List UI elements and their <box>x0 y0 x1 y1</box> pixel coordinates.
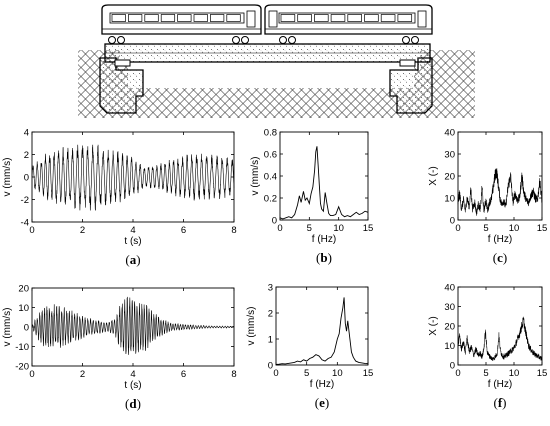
plot-frame-e <box>275 286 369 366</box>
y-tick-label-f: 0 <box>450 360 455 371</box>
x-axis-label-e: f (Hz) <box>310 379 334 390</box>
chart-panel-e: 0 5 10 15 0 1 2 3 f (Hz) v (mm/s) (e) <box>246 282 373 410</box>
y-tick-label-c: 0 <box>450 215 455 226</box>
y-tick-label-d: -20 <box>15 361 29 372</box>
chart-panel-c: 0 5 10 15 0 10 20 30 40 f (Hz) X (-) (c) <box>428 127 547 265</box>
panel-label-d: (d) <box>125 396 141 411</box>
y-tick-label-e: 3 <box>268 282 273 293</box>
y-tick-label-b: 0.8 <box>264 127 277 138</box>
panel-label-f: (f) <box>493 395 506 410</box>
series-line-a <box>31 144 235 211</box>
y-tick-label-a: 4 <box>24 127 29 138</box>
x-tick-label-b: 10 <box>333 223 344 234</box>
x-tick-label-a: 2 <box>80 225 85 236</box>
train-car-left <box>101 4 262 44</box>
x-tick-label-d: 0 <box>29 369 34 380</box>
x-tick-label-d: 8 <box>231 369 236 380</box>
x-tick-label-f: 15 <box>537 368 548 379</box>
x-tick-label-c: 0 <box>455 223 460 234</box>
train-car-right <box>264 4 433 44</box>
panel-label-c: (c) <box>493 250 507 265</box>
x-tick-label-e: 10 <box>332 368 343 379</box>
y-tick-label-c: 10 <box>444 193 455 204</box>
x-tick-label-f: 10 <box>509 368 520 379</box>
soil-bottom <box>128 88 414 118</box>
panel-label-b: (b) <box>316 250 332 265</box>
x-tick-label-e: 0 <box>273 368 278 379</box>
series-line-d <box>31 296 235 355</box>
y-tick-label-e: 1 <box>268 334 273 345</box>
y-tick-label-c: 20 <box>444 171 455 182</box>
y-tick-label-a: -2 <box>21 195 29 206</box>
x-axis-label-c: f (Hz) <box>488 234 512 245</box>
y-tick-label-a: 2 <box>24 150 29 161</box>
x-tick-label-f: 0 <box>455 368 460 379</box>
y-tick-label-a: 0 <box>24 172 29 183</box>
y-tick-label-e: 2 <box>268 308 273 319</box>
y-tick-label-d: -10 <box>15 342 29 353</box>
panel-label-a: (a) <box>125 252 140 267</box>
x-tick-label-a: 4 <box>130 225 135 236</box>
plot-frame-c <box>457 131 543 221</box>
y-tick-label-f: 30 <box>444 302 455 313</box>
x-tick-label-a: 8 <box>231 225 236 236</box>
plot-frame-a <box>31 131 235 223</box>
x-axis-label-d: t (s) <box>124 380 141 391</box>
y-axis-label-e: v (mm/s) <box>246 307 257 346</box>
x-tick-label-d: 6 <box>181 369 186 380</box>
x-axis-label-b: f (Hz) <box>312 234 336 245</box>
x-tick-label-c: 10 <box>509 223 520 234</box>
y-axis-label-c: X (-) <box>428 166 439 185</box>
y-axis-label-a: v (mm/s) <box>2 158 13 197</box>
x-tick-label-b: 5 <box>307 223 312 234</box>
y-tick-label-e: 0 <box>268 360 273 371</box>
x-axis-label-a: t (s) <box>124 236 141 247</box>
x-tick-label-b: 15 <box>363 223 374 234</box>
series-line-c <box>457 168 543 216</box>
y-tick-label-d: 0 <box>24 322 29 333</box>
y-tick-label-f: 10 <box>444 341 455 352</box>
train-bridge-illustration <box>78 4 475 118</box>
y-axis-label-b: v (mm/s) <box>250 157 261 196</box>
series-line-b <box>279 146 369 220</box>
x-tick-label-b: 0 <box>277 223 282 234</box>
x-tick-label-d: 2 <box>80 369 85 380</box>
y-tick-label-d: 10 <box>18 303 29 314</box>
y-tick-label-c: 40 <box>444 127 455 138</box>
y-tick-label-c: 30 <box>444 149 455 160</box>
panel-label-e: (e) <box>315 395 329 410</box>
x-axis-label-f: f (Hz) <box>488 379 512 390</box>
x-tick-label-a: 0 <box>29 225 34 236</box>
series-line-e <box>275 297 369 365</box>
y-axis-label-d: v (mm/s) <box>2 308 13 347</box>
x-tick-label-c: 15 <box>537 223 548 234</box>
y-tick-label-f: 40 <box>444 282 455 293</box>
y-tick-label-b: 0.4 <box>264 171 277 182</box>
y-tick-label-b: 0.6 <box>264 149 277 160</box>
x-tick-label-e: 15 <box>363 368 374 379</box>
y-tick-label-b: 0 <box>272 215 277 226</box>
x-tick-label-a: 6 <box>181 225 186 236</box>
abutment-right <box>389 57 433 114</box>
x-tick-label-d: 4 <box>130 369 135 380</box>
y-axis-label-f: X (-) <box>428 316 439 335</box>
y-tick-label-f: 20 <box>444 321 455 332</box>
plot-frame-f <box>457 286 543 366</box>
x-tick-label-f: 5 <box>483 368 488 379</box>
x-tick-label-c: 5 <box>483 223 488 234</box>
y-tick-label-b: 0.2 <box>264 193 277 204</box>
chart-panel-b: 0 5 10 15 0 0.2 0.4 0.6 0.8 f (Hz) v (mm/s) (b) <box>250 127 373 265</box>
y-tick-label-a: -4 <box>21 217 29 228</box>
y-tick-label-d: 20 <box>18 283 29 294</box>
chart-panel-d: 0 2 4 6 8 -20 -10 0 10 20 t (s) v (mm/s) (d) <box>2 283 237 411</box>
series-line-f <box>457 316 543 362</box>
x-tick-label-e: 5 <box>304 368 309 379</box>
chart-panel-f: 0 5 10 15 0 10 20 30 40 f (Hz) X (-) (f) <box>428 282 547 410</box>
